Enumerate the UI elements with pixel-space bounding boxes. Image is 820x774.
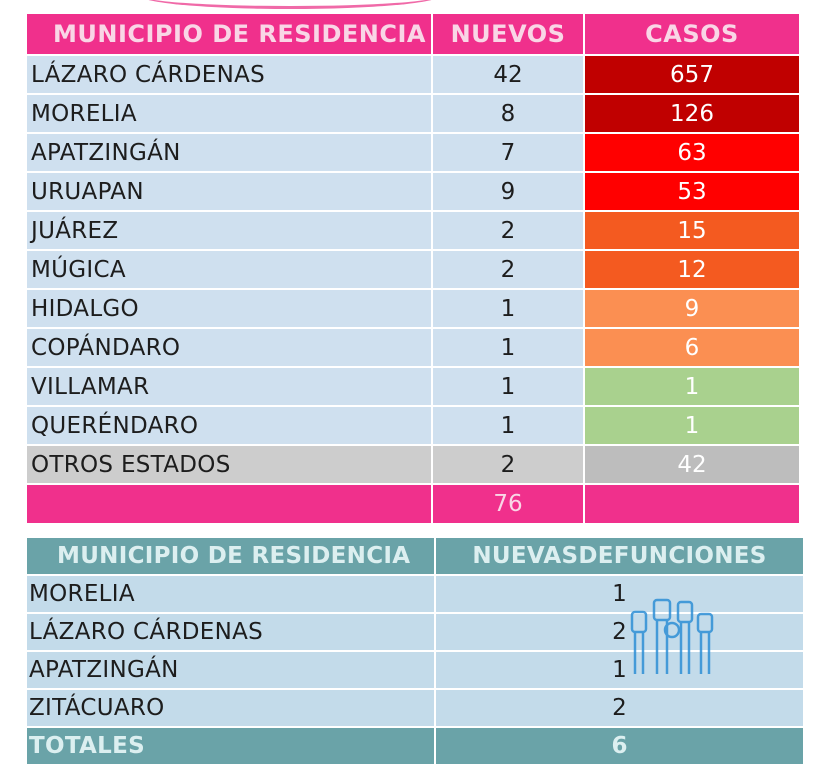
table-row: HIDALGO 1 9 [27, 289, 801, 329]
table-row: MORELIA 8 126 [27, 94, 801, 134]
table-row: MORELIA 1 [27, 575, 805, 614]
cases-count: 1 [584, 367, 801, 407]
cases-count: 53 [584, 172, 801, 212]
deaths-header-row: MUNICIPIO DE RESIDENCIA NUEVASDEFUNCIONE… [27, 538, 805, 576]
municipality-name: MORELIA [27, 575, 436, 614]
totals-row: TOTALES 6 [27, 727, 805, 766]
table-row: APATZINGÁN 7 63 [27, 133, 801, 173]
total-label-cell [27, 484, 433, 525]
table-row: OTROS ESTADOS 2 42 [27, 445, 801, 485]
new-count: 2 [432, 250, 585, 290]
total-cases-cell [584, 484, 801, 525]
new-header: NUEVOS [432, 14, 585, 56]
municipality-name: APATZINGÁN [27, 133, 433, 173]
deaths-header: NUEVASDEFUNCIONES [435, 538, 805, 576]
deaths-table: MUNICIPIO DE RESIDENCIA NUEVASDEFUNCIONE… [27, 538, 805, 766]
municipality-name: COPÁNDARO [27, 328, 433, 368]
cases-count: 126 [584, 94, 801, 134]
deaths-count: 1 [435, 575, 805, 614]
municipality-name: OTROS ESTADOS [27, 445, 433, 485]
municipality-name: APATZINGÁN [27, 651, 436, 690]
cases-count: 9 [584, 289, 801, 329]
municipality-name: LÁZARO CÁRDENAS [27, 55, 433, 95]
table-row: QUERÉNDARO 1 1 [27, 406, 801, 446]
raised-fists-logo-icon [630, 598, 714, 674]
municipality-name: HIDALGO [27, 289, 433, 329]
new-count: 2 [432, 445, 585, 485]
cases-header-row: MUNICIPIO DE RESIDENCIA NUEVOS CASOS [27, 14, 801, 56]
municipality-name: VILLAMAR [27, 367, 433, 407]
municipality-name: URUAPAN [27, 172, 433, 212]
table-row: LÁZARO CÁRDENAS 42 657 [27, 55, 801, 95]
new-count: 2 [432, 211, 585, 251]
new-count: 8 [432, 94, 585, 134]
municipality-header: MUNICIPIO DE RESIDENCIA [27, 14, 433, 56]
municipality-name: MÚGICA [27, 250, 433, 290]
cases-header: CASOS [584, 14, 801, 56]
new-count: 1 [432, 406, 585, 446]
municipality-name: QUERÉNDARO [27, 406, 433, 446]
decorative-arc [140, 0, 440, 9]
new-count: 1 [432, 367, 585, 407]
total-new-count: 76 [432, 484, 585, 525]
municipality-header: MUNICIPIO DE RESIDENCIA [27, 538, 436, 576]
cases-count: 15 [584, 211, 801, 251]
table-row: APATZINGÁN 1 [27, 651, 805, 690]
cases-count: 657 [584, 55, 801, 95]
new-count: 9 [432, 172, 585, 212]
table-row: ZITÁCUARO 2 [27, 689, 805, 728]
total-row: 76 [27, 484, 801, 525]
municipality-name: MORELIA [27, 94, 433, 134]
new-count: 1 [432, 289, 585, 329]
table-row: MÚGICA 2 12 [27, 250, 801, 290]
table-row: COPÁNDARO 1 6 [27, 328, 801, 368]
new-count: 7 [432, 133, 585, 173]
table-row: VILLAMAR 1 1 [27, 367, 801, 407]
new-count: 42 [432, 55, 585, 95]
deaths-count: 2 [435, 689, 805, 728]
municipality-name: ZITÁCUARO [27, 689, 436, 728]
table-row: URUAPAN 9 53 [27, 172, 801, 212]
deaths-count: 1 [435, 651, 805, 690]
municipality-name: JUÁREZ [27, 211, 433, 251]
cases-table: MUNICIPIO DE RESIDENCIA NUEVOS CASOS LÁZ… [27, 14, 801, 525]
municipality-name: LÁZARO CÁRDENAS [27, 613, 436, 652]
totals-value: 6 [435, 727, 805, 766]
table-row: JUÁREZ 2 15 [27, 211, 801, 251]
cases-count: 42 [584, 445, 801, 485]
cases-count: 1 [584, 406, 801, 446]
table-row: LÁZARO CÁRDENAS 2 [27, 613, 805, 652]
cases-count: 63 [584, 133, 801, 173]
new-count: 1 [432, 328, 585, 368]
totals-label: TOTALES [27, 727, 436, 766]
cases-count: 6 [584, 328, 801, 368]
deaths-count: 2 [435, 613, 805, 652]
cases-count: 12 [584, 250, 801, 290]
